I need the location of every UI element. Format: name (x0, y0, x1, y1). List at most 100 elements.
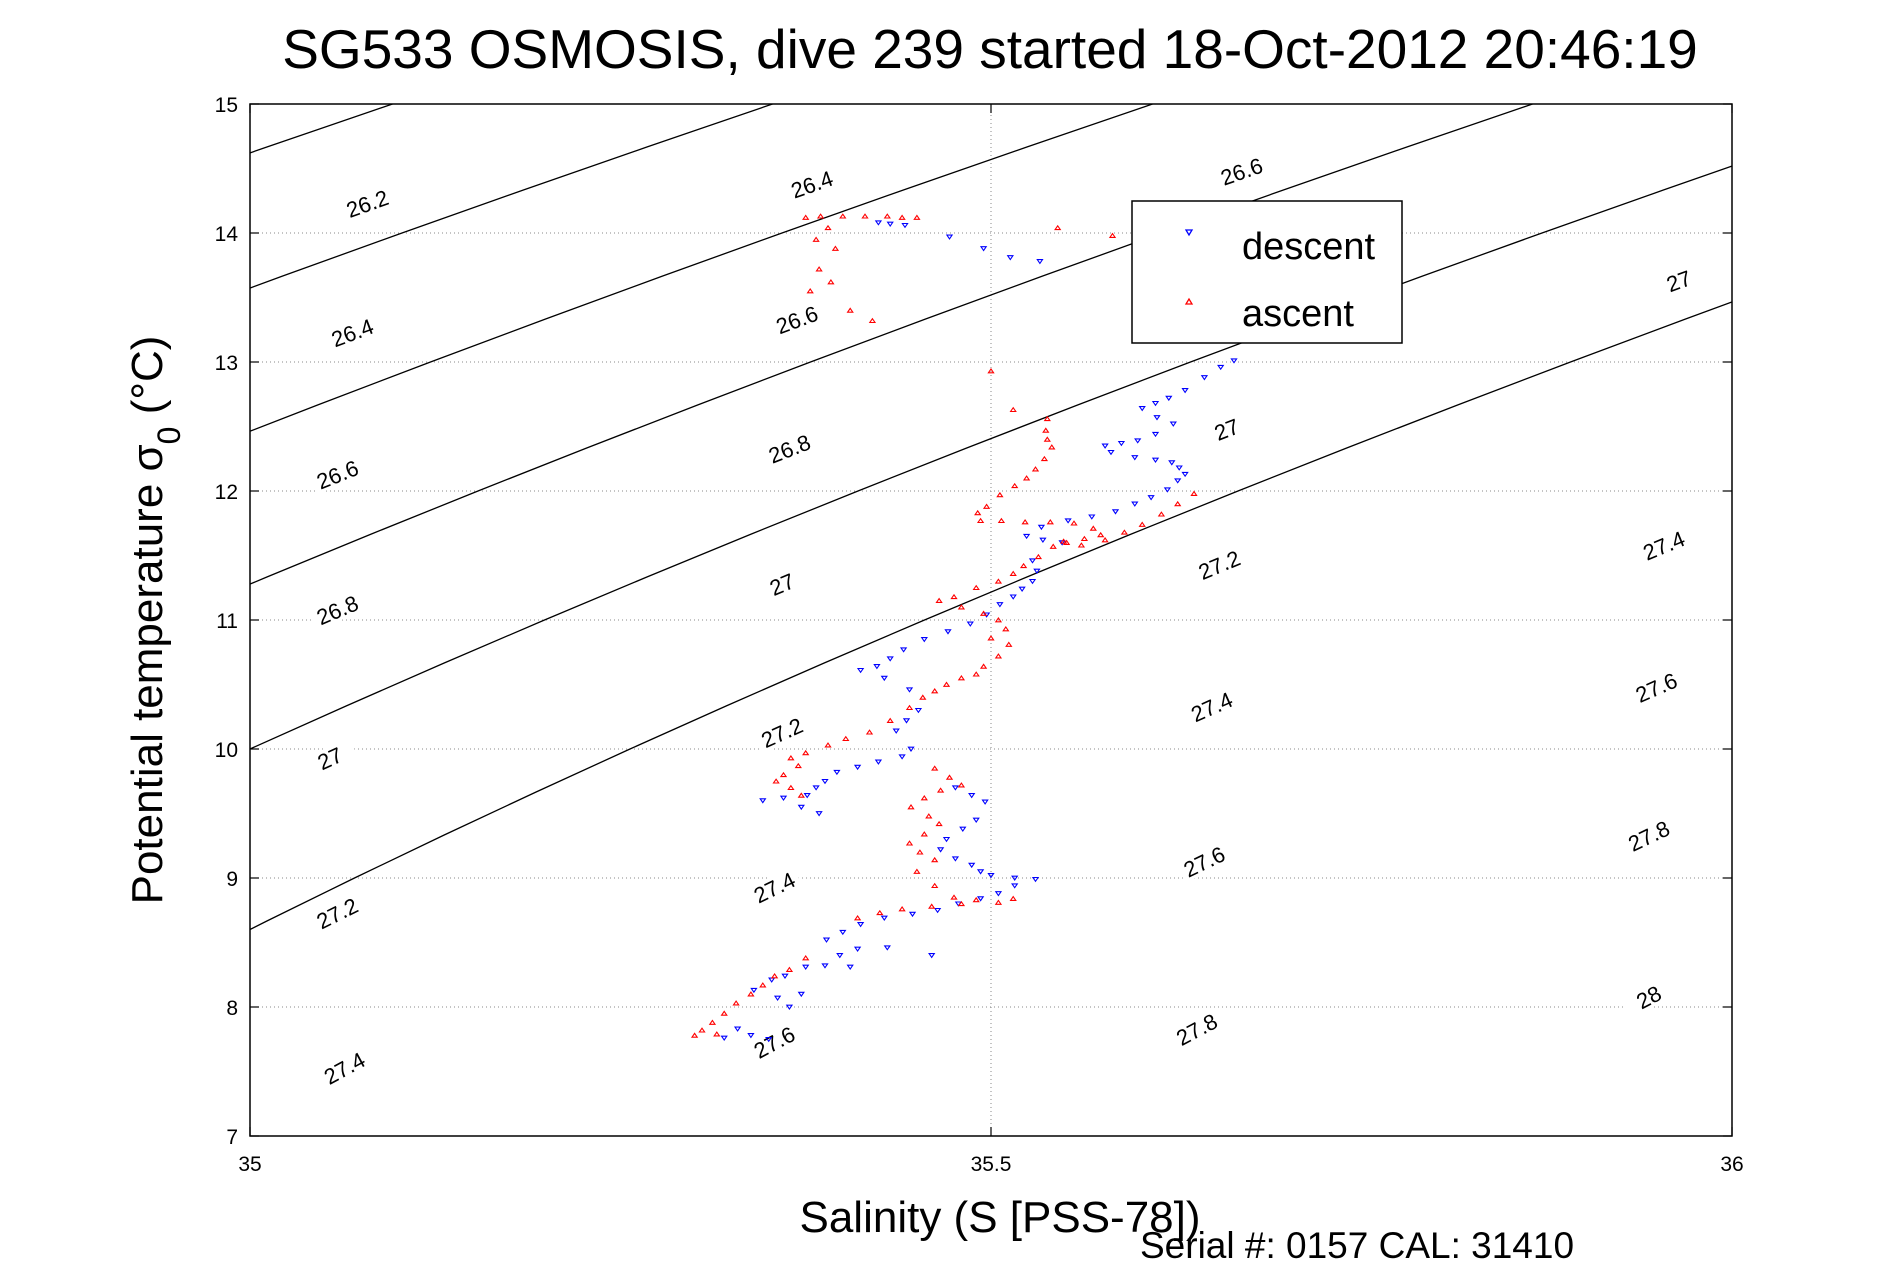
descent-point (853, 764, 862, 771)
descent-point (1175, 465, 1183, 471)
descent-point (759, 798, 767, 804)
isopycnal-label-group: 27.4 (316, 1045, 373, 1091)
descent-point (833, 769, 841, 776)
descent-point (972, 817, 980, 823)
chart-title: SG533 OSMOSIS, dive 239 started 18-Oct-2… (282, 18, 1698, 80)
ascent-point (732, 1000, 740, 1006)
descent-point (1037, 524, 1046, 531)
ascent-point (920, 795, 928, 801)
descent-point (812, 785, 820, 791)
x-tick-label: 36 (1720, 1153, 1743, 1176)
ascent-point (945, 774, 954, 780)
ascent-point (1174, 500, 1182, 507)
isopycnal-label-group: 27.2 (753, 711, 811, 754)
serial-cal-text: Serial #: 0157 CAL: 31410 (1140, 1225, 1574, 1262)
descent-point (781, 973, 789, 979)
ascent-point (794, 762, 802, 769)
isopycnal-label-bg (1620, 814, 1677, 857)
ascent-point (1042, 427, 1050, 433)
descent-point (1131, 501, 1139, 507)
isopycnal-label-bg (1198, 409, 1255, 449)
descent-point (1033, 568, 1041, 574)
isopycnal-label-bg (1168, 1007, 1225, 1052)
isopycnal-line (250, 301, 1732, 931)
ascent-point (1002, 626, 1010, 632)
ascent-point (1157, 511, 1166, 517)
descent-point (1009, 594, 1017, 600)
isopycnal-label-group: 27.8 (1168, 1007, 1225, 1052)
ascent-point (816, 213, 825, 219)
ascent-point (886, 717, 894, 723)
descent-point (886, 656, 894, 662)
isopycnal-label-bg (309, 454, 366, 495)
ascent-point (1040, 455, 1049, 462)
x-axis-label: Salinity (S [PSS-78]) (799, 1193, 1200, 1242)
legend-box (1131, 200, 1403, 344)
descent-point (1088, 514, 1096, 520)
descent-point (765, 1036, 773, 1043)
isopycnal-label-group: 27.4 (1635, 525, 1693, 565)
isopycnal-label-bg (1650, 261, 1707, 301)
isopycnal-label: 26.4 (788, 166, 837, 204)
isopycnal-label: 26.6 (773, 301, 822, 339)
descent-point (1168, 460, 1176, 466)
descent-point (1022, 533, 1031, 540)
y-tick-label: 15 (215, 94, 238, 117)
ascent-point (976, 517, 985, 524)
isopycnal-label-bg (753, 711, 811, 754)
legend-descent-label: descent (1242, 226, 1376, 268)
descent-point (901, 222, 909, 229)
isopycnal-label-group: 26.8 (309, 589, 366, 630)
descent-point (1151, 457, 1160, 463)
ascent-point (747, 991, 755, 997)
descent-point (750, 987, 758, 994)
ascent-point (994, 899, 1003, 905)
isopycnal-label-bg (1620, 975, 1677, 1019)
descent-point (856, 922, 865, 928)
ascent-point (1108, 232, 1117, 238)
y-tick-label: 11 (216, 610, 238, 633)
ascent-point (831, 245, 840, 251)
ascent-point (779, 771, 788, 778)
ascent-point (957, 900, 966, 907)
descent-point (1107, 449, 1115, 456)
ascent-point (942, 681, 951, 687)
isopycnal-label: 27.4 (1639, 526, 1688, 565)
descent-point (892, 728, 900, 734)
descent-point (1200, 375, 1209, 381)
legend: descent ascent (1131, 200, 1403, 344)
isopycnal-label-group: 27.4 (746, 866, 803, 909)
ascent-point (905, 840, 914, 846)
ascent-point (935, 820, 943, 827)
ascent-point (972, 896, 980, 903)
isopycnal-label-group: 27.6 (1628, 666, 1685, 708)
isopycnal-label-group: 26.6 (309, 454, 366, 495)
descent-point (1230, 358, 1238, 364)
descent-point (1138, 406, 1146, 412)
ascent-point (1089, 525, 1097, 531)
descent-point (797, 804, 805, 811)
ascent-point (913, 214, 921, 220)
descent-point (951, 856, 960, 862)
isopycnal-label-group: 26.6 (768, 300, 826, 339)
descent-point (945, 234, 954, 240)
ascent-point (1190, 490, 1198, 496)
isopycnal-label-bg (746, 866, 803, 909)
isopycnal-line (250, 165, 1732, 750)
ascent-point (1034, 553, 1043, 560)
ascent-point (1009, 570, 1017, 576)
isopycnal-label-group: 27.4 (1183, 686, 1240, 728)
descent-point (1036, 259, 1044, 265)
descent-point (944, 629, 952, 635)
isopycnal-label-group: 27.6 (746, 1020, 803, 1065)
x-tick-label: 35.5 (971, 1153, 1012, 1176)
descent-point (1031, 876, 1040, 883)
isopycnal-contours (250, 104, 1732, 931)
ascent-point (1077, 542, 1086, 548)
descent-point (880, 915, 888, 921)
ascent-point (916, 849, 924, 855)
ascent-point (994, 578, 1003, 584)
descent-point (856, 667, 865, 674)
descent-point (987, 873, 995, 879)
